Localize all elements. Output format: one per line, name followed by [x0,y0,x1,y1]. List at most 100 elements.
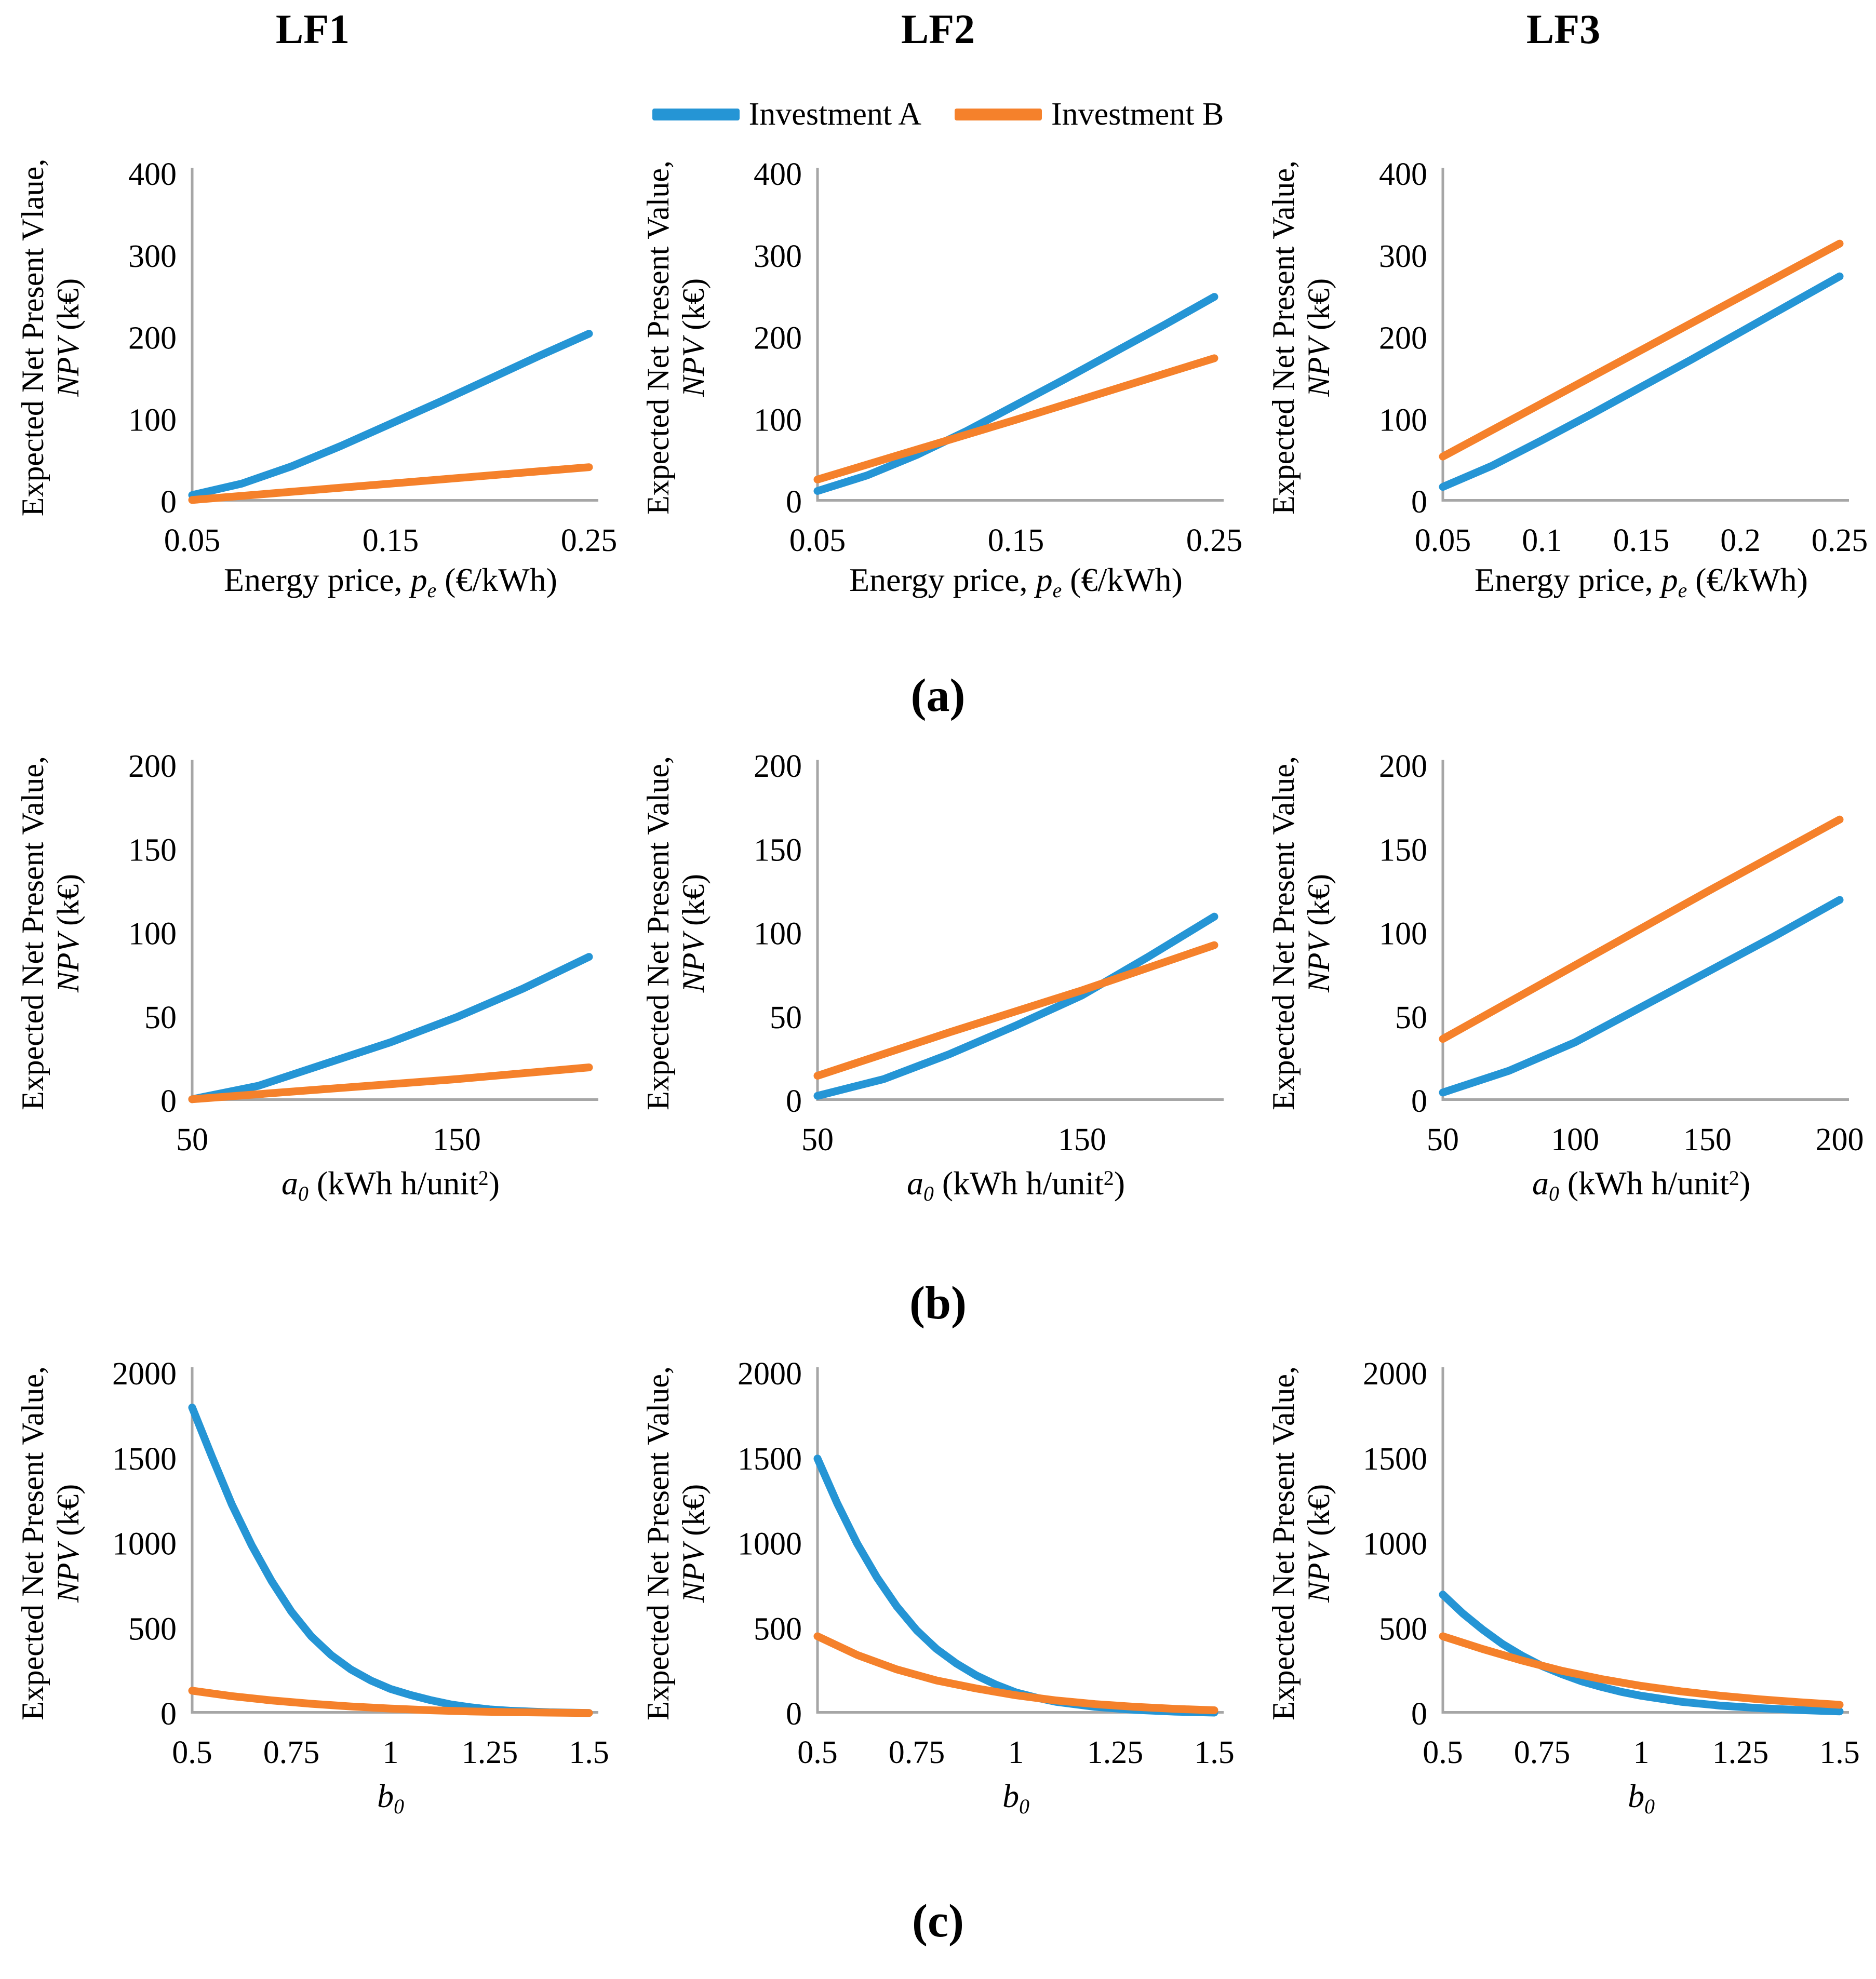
x-axis-label: b0 [377,1778,404,1818]
x-axis-label: b0 [1628,1778,1655,1818]
svg-text:1000: 1000 [1363,1527,1427,1562]
svg-text:500: 500 [1379,1611,1427,1647]
chart-b-lf2: Expected Net Present Value, NPV (k€) 0 50… [625,743,1251,1257]
svg-text:1: 1 [1633,1735,1650,1770]
svg-text:0.05: 0.05 [164,523,221,556]
svg-text:200: 200 [1379,321,1427,356]
y-axis-label-line1: Expected Net Present Value, [1266,1366,1301,1721]
svg-text:50: 50 [770,1000,802,1035]
svg-text:50: 50 [1395,1000,1427,1035]
svg-text:100: 100 [754,917,802,952]
svg-text:0.05: 0.05 [1415,523,1471,556]
column-title-lf3: LF3 [1526,7,1601,52]
x-axis-label: Energy price, pe (€/kWh) [849,561,1183,602]
y-axis-label-units: (k€) [676,278,711,338]
y-axis-label-npv: NPV [50,933,85,993]
legend-label-investment-b: Investment B [1051,96,1224,132]
svg-text:0: 0 [786,484,802,520]
y-axis-label-line1: Expected Net Present Value, [15,1366,50,1721]
svg-text:200: 200 [754,749,802,784]
svg-text:1000: 1000 [112,1527,177,1562]
svg-text:0.15: 0.15 [363,523,419,556]
x-axis-label: a0 (kWh h/unit2) [906,1165,1125,1205]
row-label-c: (c) [912,1895,964,1947]
svg-text:0.75: 0.75 [889,1735,945,1770]
column-title-lf2: LF2 [901,7,975,52]
svg-text:0: 0 [1411,1697,1427,1732]
svg-text:1500: 1500 [112,1442,177,1477]
svg-text:150: 150 [754,832,802,868]
chart-a-lf3: Expected Net Present Value, NPV (k€) 0 10… [1251,151,1876,649]
svg-text:0: 0 [786,1084,802,1119]
svg-text:0.15: 0.15 [1613,523,1670,556]
svg-text:0: 0 [160,1084,177,1119]
svg-text:300: 300 [1379,239,1427,274]
x-axis-label: Energy price, pe (€/kWh) [1475,561,1808,602]
chart-b-lf1: Expected Net Present Value, NPV (k€) 0 50… [0,743,625,1257]
svg-text:0.2: 0.2 [1720,523,1761,556]
svg-text:50: 50 [144,1000,177,1035]
row-label-a: (a) [910,670,966,721]
svg-text:300: 300 [754,239,802,274]
svg-text:2000: 2000 [112,1356,177,1392]
svg-text:200: 200 [128,321,177,356]
svg-text:150: 150 [128,832,177,868]
svg-text:0.05: 0.05 [789,523,846,556]
svg-text:200: 200 [128,749,177,784]
svg-text:50: 50 [801,1122,834,1157]
svg-text:1500: 1500 [1363,1442,1427,1477]
y-axis-label-line1: Expected Net Present Value, [640,756,675,1111]
y-axis-label-units: (k€) [1301,278,1336,338]
svg-text:100: 100 [1379,402,1427,438]
y-axis-label-units: (k€) [1301,873,1336,934]
svg-text:0: 0 [160,1697,177,1732]
y-axis-label-line1: Expected Net Present Vlaue, [15,158,50,517]
svg-text:200: 200 [754,321,802,356]
svg-text:1.25: 1.25 [1712,1735,1769,1770]
y-axis-label-npv: NPV [50,338,85,397]
y-axis-label-units: (k€) [676,873,711,934]
svg-text:100: 100 [128,402,177,438]
y-axis-label: Expected Net Present Value, NPV (k€) [0,1350,101,1869]
svg-text:0.5: 0.5 [172,1735,212,1770]
svg-text:1.5: 1.5 [1819,1735,1860,1770]
chart-a-lf2: Expected Net Present Value, NPV (k€) 0 10… [625,151,1251,649]
svg-text:150: 150 [433,1122,481,1157]
plot-area-a-lf2: 0 100 200 300 400 0.05 0.15 0.25 [754,157,1243,556]
svg-text:50: 50 [1427,1122,1459,1157]
svg-text:300: 300 [128,239,177,274]
y-axis-label-line1: Expected Net Present Value, [640,160,675,515]
svg-text:500: 500 [754,1611,802,1647]
y-axis-label-npv: NPV [676,338,711,397]
svg-text:0.25: 0.25 [1186,523,1243,556]
y-axis-label-units: (k€) [50,278,85,338]
chart-c-lf3: Expected Net Present Value, NPV (k€) 0 50… [1251,1350,1876,1869]
legend-label-investment-a: Investment A [748,96,921,132]
legend-swatch-investment-b [955,108,1042,120]
y-axis-label: Expected Net Present Value, NPV (k€) [1251,151,1352,649]
y-axis-label-line1: Expected Net Present Value, [1266,756,1301,1111]
svg-text:400: 400 [754,157,802,192]
chart-row-b: Expected Net Present Value, NPV (k€) 0 50… [0,743,1876,1257]
y-axis-label-units: (k€) [1301,1484,1336,1544]
svg-text:0.1: 0.1 [1522,523,1562,556]
svg-text:0.75: 0.75 [263,1735,320,1770]
column-titles: LF1 LF2 LF3 [0,0,1876,78]
y-axis-label-units: (k€) [676,1484,711,1544]
svg-text:200: 200 [1379,749,1427,784]
chart-row-c: Expected Net Present Value, NPV (k€) 0 50… [0,1350,1876,1869]
svg-text:400: 400 [1379,157,1427,192]
svg-text:50: 50 [176,1122,208,1157]
y-axis-label: Expected Net Present Value, NPV (k€) [625,743,727,1257]
svg-text:100: 100 [1379,917,1427,952]
chart-b-lf3: Expected Net Present Value, NPV (k€) 0 50… [1251,743,1876,1257]
svg-text:150: 150 [1379,832,1427,868]
plot-area-c-lf3: 0 500 1000 1500 2000 0.5 0.75 1 1.25 1.5 [1363,1356,1860,1770]
column-title-lf1: LF1 [275,7,350,52]
svg-text:200: 200 [1816,1122,1864,1157]
x-axis-label: Energy price, pe (€/kWh) [224,561,557,602]
svg-text:2000: 2000 [738,1356,802,1392]
svg-text:1500: 1500 [738,1442,802,1477]
